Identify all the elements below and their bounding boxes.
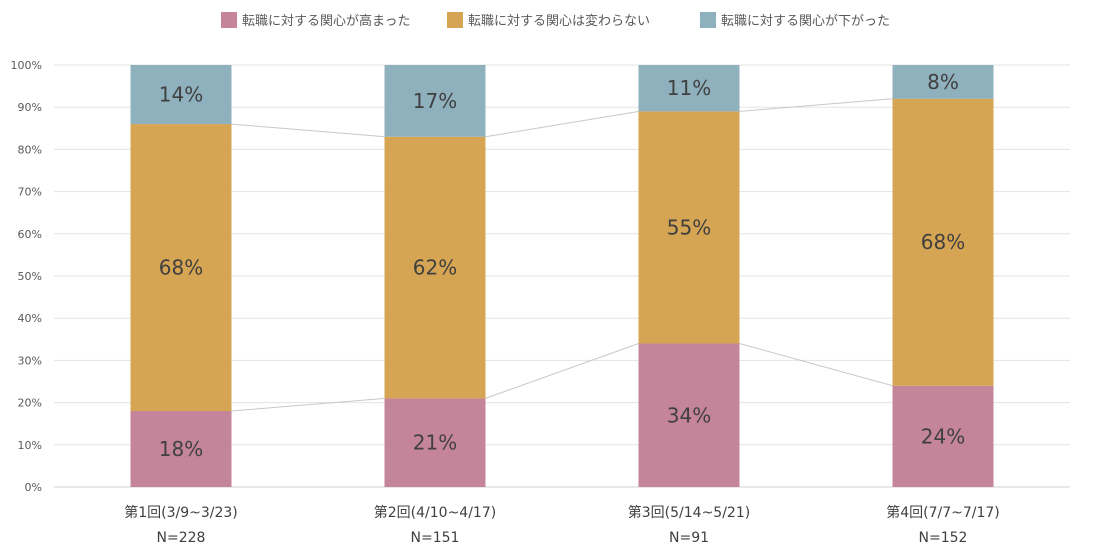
bar-segment [892, 385, 994, 487]
bar-segment [384, 136, 486, 399]
bar-segment [130, 65, 232, 125]
data-label: 18% [159, 437, 203, 461]
legend-label: 転職に対する関心が高まった [242, 13, 410, 29]
bar-segment [892, 98, 994, 386]
x-category-label: 第4回(7/7~7/17) [886, 504, 1000, 521]
x-category-n: N=91 [669, 530, 709, 546]
bar-segment [638, 65, 740, 112]
y-tick-label: 70% [18, 186, 42, 199]
y-tick-label: 100% [11, 59, 42, 72]
data-label: 68% [159, 256, 203, 280]
legend-label: 転職に対する関心は変わらない [468, 13, 650, 29]
data-label: 17% [413, 89, 457, 113]
series-line [739, 98, 893, 112]
y-tick-label: 60% [18, 228, 42, 241]
bar-segment [892, 65, 994, 99]
bar-segment [638, 343, 740, 487]
y-tick-label: 10% [18, 439, 42, 452]
x-category-label: 第3回(5/14~5/21) [628, 504, 750, 521]
series-line [485, 110, 639, 138]
series-line [231, 123, 385, 138]
y-tick-label: 30% [18, 354, 42, 367]
data-labels: 18% 68% 14% 21% 62% 17% 34% 55% 11% 24% 68% 8% [159, 70, 965, 461]
series-lines [231, 98, 893, 412]
data-label: 11% [667, 76, 711, 100]
data-label: 24% [921, 424, 965, 448]
legend-swatch [221, 12, 237, 28]
x-category-label: 第1回(3/9~3/23) [124, 504, 238, 521]
legend: 転職に対する関心が高まった 転職に対する関心は変わらない 転職に対する関心が下がった [221, 12, 890, 29]
data-label: 8% [927, 70, 959, 94]
data-label: 34% [667, 403, 711, 427]
y-tick-label: 50% [18, 270, 42, 283]
bars [130, 65, 994, 487]
data-label: 21% [413, 431, 457, 455]
y-tick-label: 20% [18, 397, 42, 410]
y-tick-label: 40% [18, 312, 42, 325]
bar-segment [384, 398, 486, 487]
y-tick-label: 0% [25, 481, 42, 494]
bar-segment [638, 111, 740, 344]
data-label: 62% [413, 256, 457, 280]
y-axis: 0% 10% 20% 30% 40% 50% 60% 70% 80% 90% 100% [11, 59, 42, 494]
bar-segment [384, 65, 486, 137]
series-line [485, 343, 639, 399]
series-line [231, 397, 385, 412]
x-category-label: 第2回(4/10~4/17) [374, 504, 496, 521]
data-label: 14% [159, 83, 203, 107]
legend-swatch [700, 12, 716, 28]
series-line [739, 343, 893, 387]
y-tick-label: 90% [18, 101, 42, 114]
bar-segment [130, 124, 232, 412]
legend-label: 転職に対する関心が下がった [721, 14, 890, 29]
x-category-n: N=152 [919, 530, 968, 546]
bar-segment [130, 411, 232, 487]
y-tick-label: 80% [18, 143, 42, 156]
x-axis: 第1回(3/9~3/23) N=228 第2回(4/10~4/17) N=151 第3回… [124, 504, 1000, 546]
legend-swatch [447, 12, 463, 28]
x-category-n: N=228 [157, 530, 206, 546]
data-label: 55% [667, 215, 711, 239]
x-category-n: N=151 [411, 530, 460, 546]
data-label: 68% [921, 230, 965, 254]
